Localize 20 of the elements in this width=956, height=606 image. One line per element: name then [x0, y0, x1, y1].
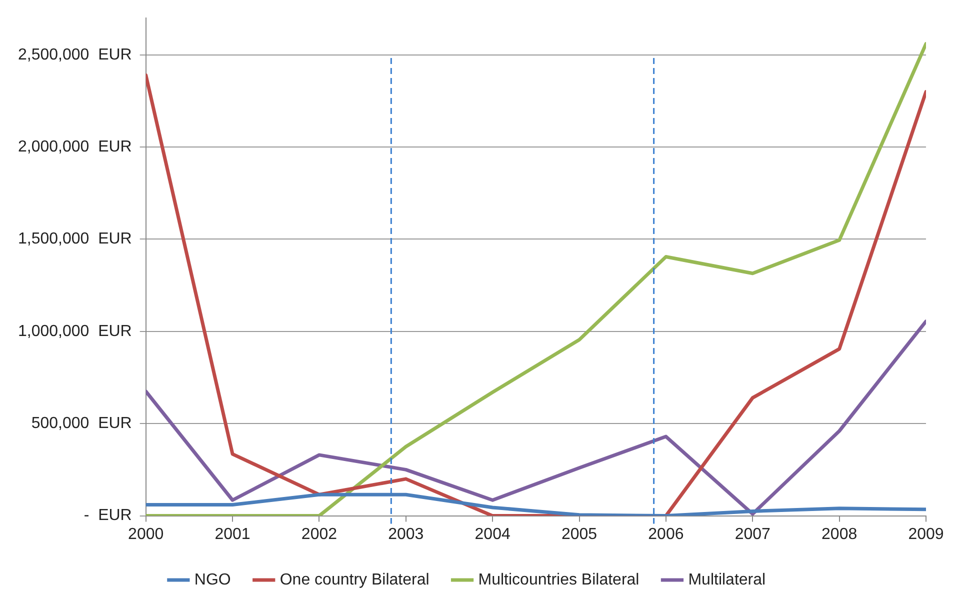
- y-tick-label: 1,000,000 EUR: [18, 322, 132, 340]
- x-tick-label: 2005: [561, 526, 598, 543]
- y-tick-label: 2,500,000 EUR: [18, 46, 132, 64]
- y-tick-label: 1,500,000 EUR: [18, 230, 132, 248]
- x-tick-label: 2004: [474, 526, 510, 543]
- x-tick-label: 2008: [822, 526, 858, 543]
- x-tick-label: 2006: [648, 526, 684, 543]
- legend-label: One country Bilateral: [280, 571, 430, 588]
- x-tick-label: 2009: [908, 526, 944, 543]
- legend-label: Multilateral: [688, 571, 766, 588]
- y-tick-label: 500,000 EUR: [31, 415, 132, 432]
- x-tick-label: 2000: [128, 526, 164, 543]
- x-tick-label: 2003: [388, 526, 424, 543]
- x-tick-label: 2002: [301, 526, 338, 543]
- y-tick-label: 2,000,000 EUR: [18, 138, 132, 156]
- x-tick-label: 2007: [734, 526, 771, 543]
- legend-label: NGO: [194, 571, 231, 588]
- legend-label: Multicountries Bilateral: [478, 571, 640, 588]
- x-tick-label: 2001: [214, 526, 250, 543]
- y-tick-label: - EUR: [84, 507, 132, 524]
